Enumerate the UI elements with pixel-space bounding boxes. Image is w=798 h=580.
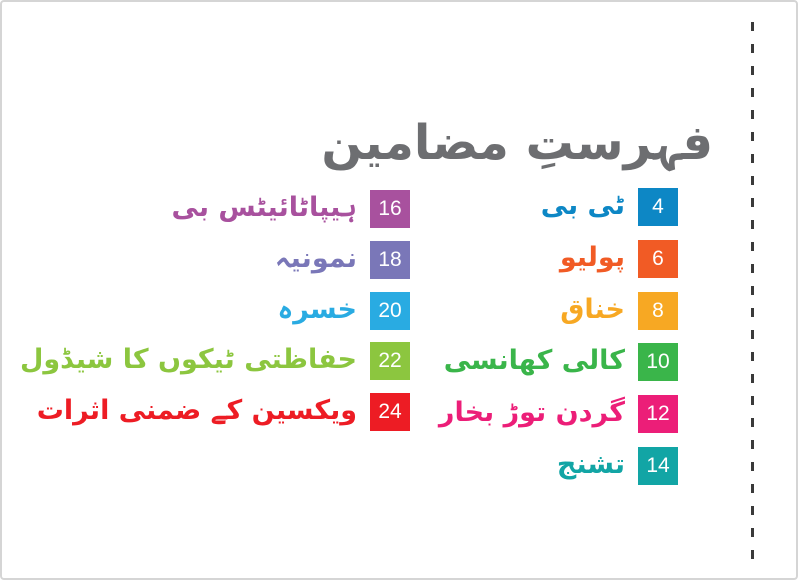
- toc-entry: 6 پولیو: [560, 240, 678, 278]
- page-number-box: 6: [638, 240, 678, 278]
- toc-entry: 14 تشنج: [557, 447, 678, 485]
- page-number-box: 4: [638, 188, 678, 226]
- toc-entry: 22 حفاظتی ٹیکوں کا شیڈول: [20, 342, 410, 380]
- page-number-box: 12: [638, 395, 678, 433]
- toc-entry-label: تشنج: [556, 448, 625, 480]
- toc-entry-label: حفاظتی ٹیکوں کا شیڈول: [19, 343, 357, 375]
- toc-entry: 16 ہیپاٹائیٹس بی: [172, 190, 410, 228]
- dashed-cut-line: [751, 22, 754, 559]
- page-title: فہرستِ مضامین: [321, 115, 713, 172]
- toc-entry-label: کالی کھانسی: [443, 344, 625, 376]
- toc-entry: 10 کالی کھانسی: [444, 343, 678, 381]
- page-number-box: 8: [638, 292, 678, 330]
- toc-entry-label: گردن توڑ بخار: [438, 396, 625, 428]
- toc-entry: 20 خسرہ: [277, 292, 410, 330]
- page-number-box: 16: [370, 190, 410, 228]
- toc-entry-label: خناق: [560, 293, 625, 325]
- toc-entry-label: ہیپاٹائیٹس بی: [171, 191, 357, 223]
- page-number-box: 18: [370, 241, 410, 279]
- page-number-box: 20: [370, 292, 410, 330]
- toc-entry: 8 خناق: [560, 292, 678, 330]
- toc-entry-label: خسرہ: [277, 293, 357, 325]
- toc-entry: 4 ٹی بی: [541, 188, 678, 226]
- page-number-box: 14: [638, 447, 678, 485]
- toc-entry-label: نمونیہ: [274, 242, 357, 274]
- toc-entry: 24 ویکسین کے ضمنی اثرات: [37, 393, 410, 431]
- toc-entry-label: پولیو: [559, 241, 625, 273]
- toc-entry-label: ویکسین کے ضمنی اثرات: [36, 394, 357, 426]
- page-number-box: 22: [370, 342, 410, 380]
- page-number-box: 24: [370, 393, 410, 431]
- toc-entry: 18 نمونیہ: [275, 241, 410, 279]
- page-number-box: 10: [638, 343, 678, 381]
- toc-entry-label: ٹی بی: [540, 189, 625, 221]
- toc-entry: 12 گردن توڑ بخار: [439, 395, 678, 433]
